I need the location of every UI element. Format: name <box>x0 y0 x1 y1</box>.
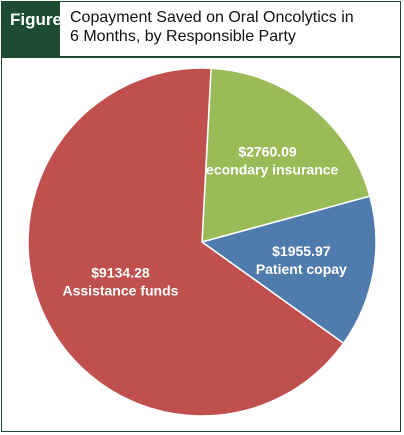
slice-category-label: Secondary insurance <box>197 162 339 178</box>
chart-title: Copayment Saved on Oral Oncolytics in 6 … <box>70 8 390 46</box>
figure-header: Figure Copayment Saved on Oral Oncolytic… <box>2 2 400 58</box>
chart-title-line-2: 6 Months, by Responsible Party <box>70 28 296 45</box>
slice-category-label: Patient copay <box>256 261 347 277</box>
pie-slice-secondary-insurance <box>201 67 371 243</box>
pie-slice-assistance-funds <box>27 67 345 417</box>
slice-value-label: $2760.09 <box>238 144 297 160</box>
slice-value-label: $1955.97 <box>272 243 331 259</box>
slice-value-label: $9134.28 <box>91 264 150 280</box>
chart-title-line-1: Copayment Saved on Oral Oncolytics in <box>70 9 354 26</box>
pie-slice-patient-copay <box>200 195 377 345</box>
figure-tag: Figure <box>2 2 62 56</box>
slice-category-label: Assistance funds <box>63 282 179 298</box>
